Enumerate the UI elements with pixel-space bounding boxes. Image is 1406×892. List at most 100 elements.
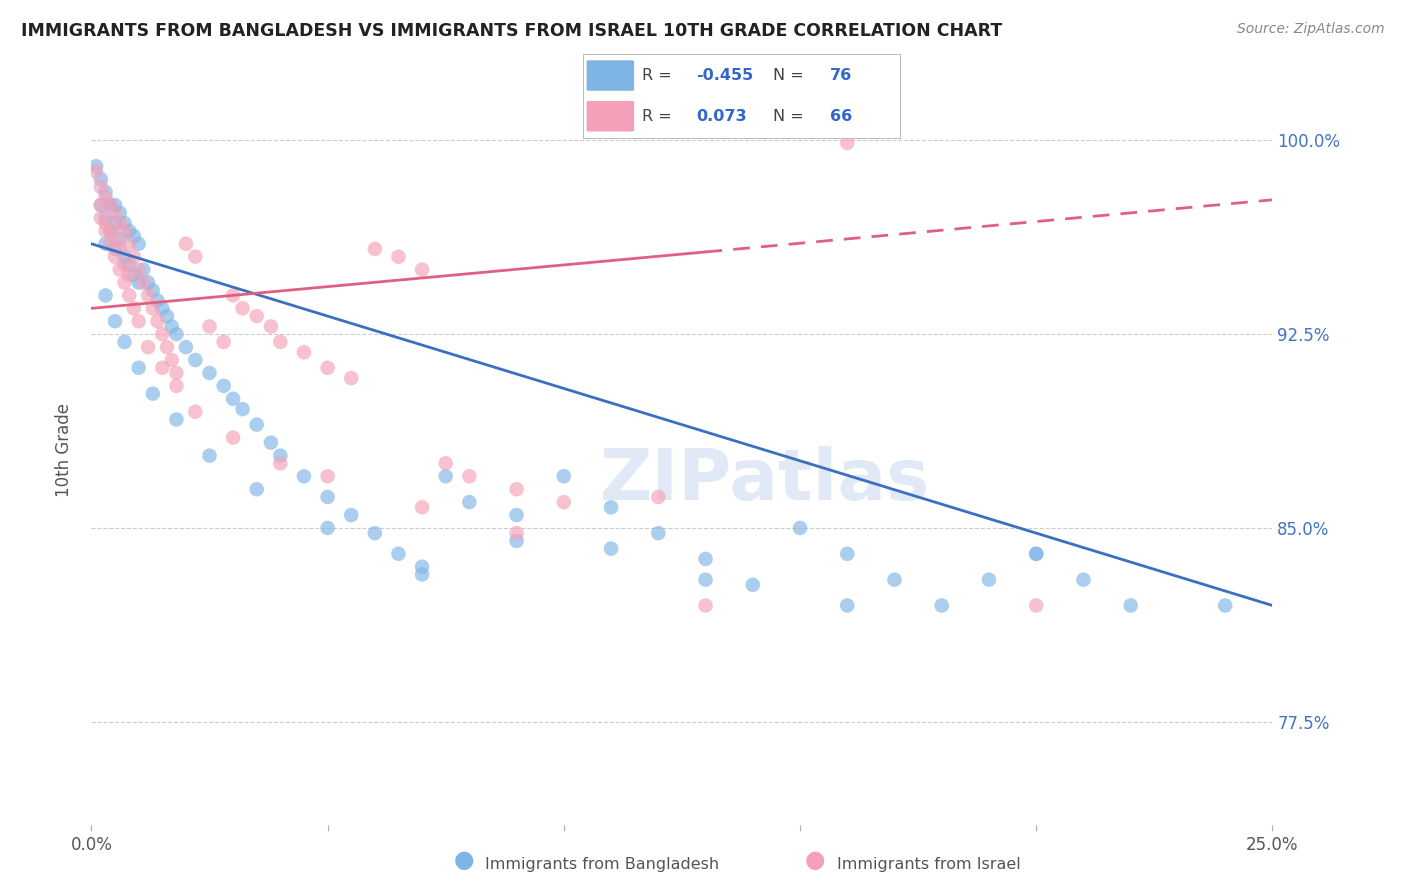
Point (222, 392, 245, 406)
Point (600, 541, 623, 556)
Point (128, 236, 150, 251)
Point (434, 469, 457, 483)
Point (122, 268, 145, 282)
Point (260, 319, 283, 334)
Point (104, 198, 127, 212)
Point (118, 224, 141, 238)
Point (212, 379, 235, 393)
Point (222, 431, 245, 445)
Point (98, 224, 121, 238)
Point (931, 599, 953, 613)
Point (90, 198, 112, 212)
Point (84, 159, 107, 173)
Point (316, 469, 339, 483)
Point (695, 552, 717, 566)
Point (136, 276, 159, 290)
Point (84, 164, 107, 178)
Point (114, 224, 136, 238)
Point (269, 449, 291, 463)
Point (165, 412, 187, 426)
Point (184, 250, 207, 264)
Point (695, 599, 717, 613)
Point (136, 288, 159, 302)
Point (340, 508, 363, 522)
Point (122, 250, 145, 264)
Point (364, 242, 387, 256)
Point (114, 257, 136, 271)
Text: Immigrants from Bangladesh: Immigrants from Bangladesh (485, 857, 720, 872)
Point (174, 340, 197, 354)
Point (837, 547, 859, 561)
Point (212, 334, 235, 349)
Point (232, 402, 254, 417)
Point (142, 301, 165, 316)
Point (222, 288, 245, 302)
Point (232, 301, 254, 316)
Point (146, 293, 169, 308)
Point (142, 283, 165, 297)
Point (458, 495, 481, 509)
Point (165, 327, 187, 342)
Point (98, 224, 121, 238)
Point (90, 198, 112, 212)
Text: ●: ● (454, 848, 474, 872)
Text: 76: 76 (830, 68, 852, 83)
Point (94, 216, 117, 230)
Point (104, 216, 127, 230)
Point (118, 288, 141, 302)
Point (108, 216, 131, 230)
Point (104, 206, 127, 220)
Point (458, 469, 481, 483)
Point (128, 262, 150, 277)
Point (114, 276, 136, 290)
Y-axis label: 10th Grade: 10th Grade (55, 403, 73, 498)
FancyBboxPatch shape (586, 101, 634, 131)
Point (260, 435, 283, 450)
Point (108, 242, 131, 256)
Point (150, 301, 173, 316)
Point (94, 190, 117, 204)
Point (90, 211, 112, 225)
Point (114, 250, 136, 264)
Point (292, 345, 315, 359)
Point (98, 198, 121, 212)
Point (387, 250, 409, 264)
Point (316, 521, 339, 535)
Point (600, 500, 623, 515)
Point (364, 526, 387, 541)
Point (411, 559, 433, 574)
Point (156, 309, 179, 323)
Text: -0.455: -0.455 (696, 68, 754, 83)
Point (142, 386, 165, 401)
Point (118, 257, 141, 271)
Point (741, 578, 763, 592)
Point (104, 314, 127, 328)
Point (292, 469, 315, 483)
Point (505, 508, 527, 522)
Point (1119, 599, 1142, 613)
Point (647, 526, 669, 541)
Point (150, 360, 173, 375)
Point (184, 405, 207, 419)
Point (695, 573, 717, 587)
Point (98, 198, 121, 212)
Point (94, 288, 117, 302)
FancyBboxPatch shape (586, 61, 634, 91)
Point (246, 482, 269, 496)
Point (160, 319, 183, 334)
Point (505, 482, 527, 496)
Point (104, 242, 127, 256)
Point (269, 456, 291, 470)
Point (122, 301, 145, 316)
Point (165, 379, 187, 393)
Text: N =: N = (773, 68, 810, 83)
Point (128, 360, 150, 375)
Point (837, 136, 859, 150)
Point (108, 262, 131, 277)
Point (160, 353, 183, 368)
Text: Immigrants from Israel: Immigrants from Israel (837, 857, 1021, 872)
Point (174, 236, 197, 251)
Point (114, 216, 136, 230)
Point (146, 314, 169, 328)
Point (94, 224, 117, 238)
